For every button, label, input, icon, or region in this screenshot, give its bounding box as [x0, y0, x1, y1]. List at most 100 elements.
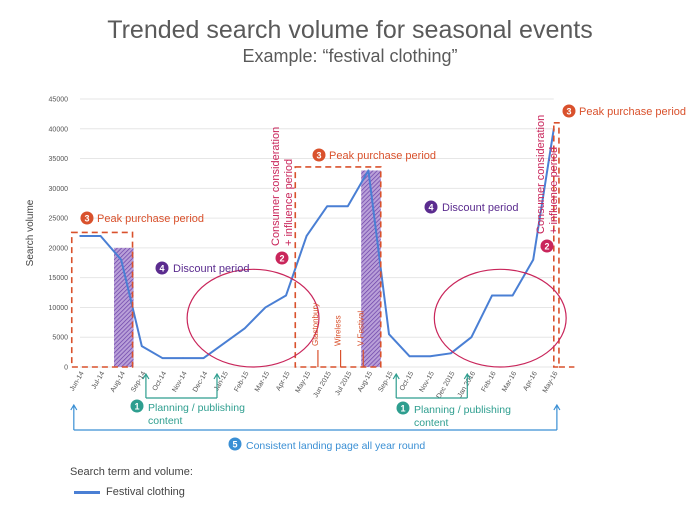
data-point — [161, 357, 164, 359]
x-tick-label: Jul 2015 — [334, 370, 353, 397]
consider-left-line1: Consumer consideration — [270, 127, 282, 246]
data-point — [244, 327, 246, 330]
landing-badge — [228, 437, 242, 451]
y-tick-label: 10000 — [49, 305, 69, 312]
y-tick-label: 25000 — [49, 216, 69, 223]
data-point — [388, 333, 390, 336]
data-point — [326, 205, 329, 207]
data-point — [223, 342, 225, 344]
data-point — [141, 345, 143, 347]
planning-right-line1: Planning / publishing — [414, 404, 511, 416]
discount-left-badge-number: 4 — [159, 264, 164, 274]
x-tick-label: Feb-15 — [233, 370, 250, 393]
peak-right-badge-number: 3 — [566, 107, 571, 117]
peak-mid-badge-number: 3 — [316, 151, 321, 161]
data-point — [202, 357, 205, 359]
discount-right-label: Discount period — [442, 202, 518, 214]
x-tick-label: Apr-15 — [275, 370, 292, 392]
landing-label: Consistent landing page all year round — [246, 440, 425, 452]
consider-right-line1: Consumer consideration — [535, 115, 547, 234]
x-tick-label: Jul-14 — [91, 370, 107, 390]
consider-left-badge — [275, 251, 289, 265]
consideration-ellipse — [433, 268, 567, 368]
planning-left-badge-number: 1 — [134, 402, 139, 412]
data-point — [182, 357, 184, 359]
y-tick-label: 30000 — [49, 186, 69, 193]
data-point — [408, 355, 411, 358]
x-tick-label: Sep-14 — [130, 370, 147, 393]
x-tick-label: Oct-15 — [399, 370, 416, 392]
discount-left-label: Discount period — [173, 263, 249, 275]
event-label: V Festival — [356, 311, 365, 346]
planning-left-line2: content — [148, 415, 183, 427]
consider-right-badge — [540, 239, 554, 253]
peak-period-box — [70, 231, 134, 368]
data-point — [285, 294, 287, 297]
y-tick-label: 15000 — [49, 275, 69, 282]
consider-left-badge-number: 2 — [279, 254, 284, 264]
peak-mid-label: Peak purchase period — [329, 150, 436, 162]
data-point — [429, 355, 432, 358]
x-tick-label: Oct-14 — [152, 370, 169, 392]
data-point — [99, 235, 102, 237]
data-point — [470, 336, 473, 339]
legend-swatch — [74, 490, 100, 494]
y-tick-label: 40000 — [49, 126, 69, 133]
consider-left-line2: + influence period — [283, 159, 295, 246]
x-tick-label: Jun-14 — [69, 370, 86, 392]
x-tick-label: Dec-14 — [192, 370, 209, 393]
chart-subtitle: Example: “festival clothing” — [242, 46, 458, 66]
data-point — [491, 294, 493, 297]
data-point — [264, 306, 267, 309]
planning-left-badge — [130, 399, 144, 413]
planning-span-arrow — [463, 372, 471, 398]
peak-right-label: Peak purchase period — [579, 106, 686, 118]
x-tick-label: Aug-15 — [357, 370, 374, 393]
planning-span-arrow — [392, 372, 400, 398]
data-point — [367, 169, 370, 172]
peak-left-label: Peak purchase period — [97, 213, 204, 225]
data-point — [450, 352, 452, 355]
x-tick-label: Apr-16 — [522, 370, 539, 392]
x-tick-label: Nov-14 — [171, 370, 188, 393]
peak-mid-badge — [312, 148, 326, 162]
consider-right-line2: + influence period — [548, 147, 560, 234]
x-tick-label: May-16 — [542, 370, 560, 394]
x-tick-label: May-15 — [295, 370, 313, 394]
discount-right-badge-number: 4 — [428, 203, 433, 213]
x-tick-label: Mar-15 — [254, 370, 271, 393]
planning-right-line2: content — [414, 417, 449, 429]
peak-period-box — [553, 122, 560, 368]
x-tick-label: Mar-16 — [501, 370, 518, 393]
data-point — [305, 235, 308, 237]
discount-band — [361, 170, 381, 367]
legend-item: Festival clothing — [74, 486, 185, 498]
planning-span-arrow — [213, 372, 221, 398]
data-point — [511, 294, 514, 297]
landing-span-arrow — [553, 403, 561, 430]
x-tick-label: Dec 2015 — [435, 370, 456, 400]
y-tick-label: 5000 — [52, 335, 68, 342]
planning-span-arrow — [142, 372, 150, 398]
y-tick-label: 0 — [64, 365, 68, 372]
data-point — [532, 259, 534, 261]
y-tick-label: 35000 — [49, 156, 69, 163]
landing-badge-number: 5 — [232, 440, 237, 450]
series-line — [80, 128, 555, 360]
peak-left-badge — [80, 211, 94, 225]
landing-span-arrow — [70, 403, 78, 430]
discount-left-badge — [155, 261, 169, 275]
data-point — [347, 205, 349, 207]
chart-title: Trended search volume for seasonal event… — [107, 16, 593, 44]
legend-label: Festival clothing — [106, 486, 185, 498]
x-tick-label: Jun 2015 — [312, 370, 333, 399]
event-label: Glastonbury — [311, 303, 320, 346]
discount-band — [113, 247, 134, 367]
data-point — [120, 259, 122, 261]
y-tick-label: 45000 — [49, 97, 69, 104]
x-tick-label: Feb-16 — [481, 370, 498, 393]
consideration-ellipse — [186, 268, 320, 368]
x-tick-label: Jan-15 — [213, 370, 230, 392]
y-tick-label: 20000 — [49, 245, 69, 252]
data-point — [79, 235, 81, 237]
